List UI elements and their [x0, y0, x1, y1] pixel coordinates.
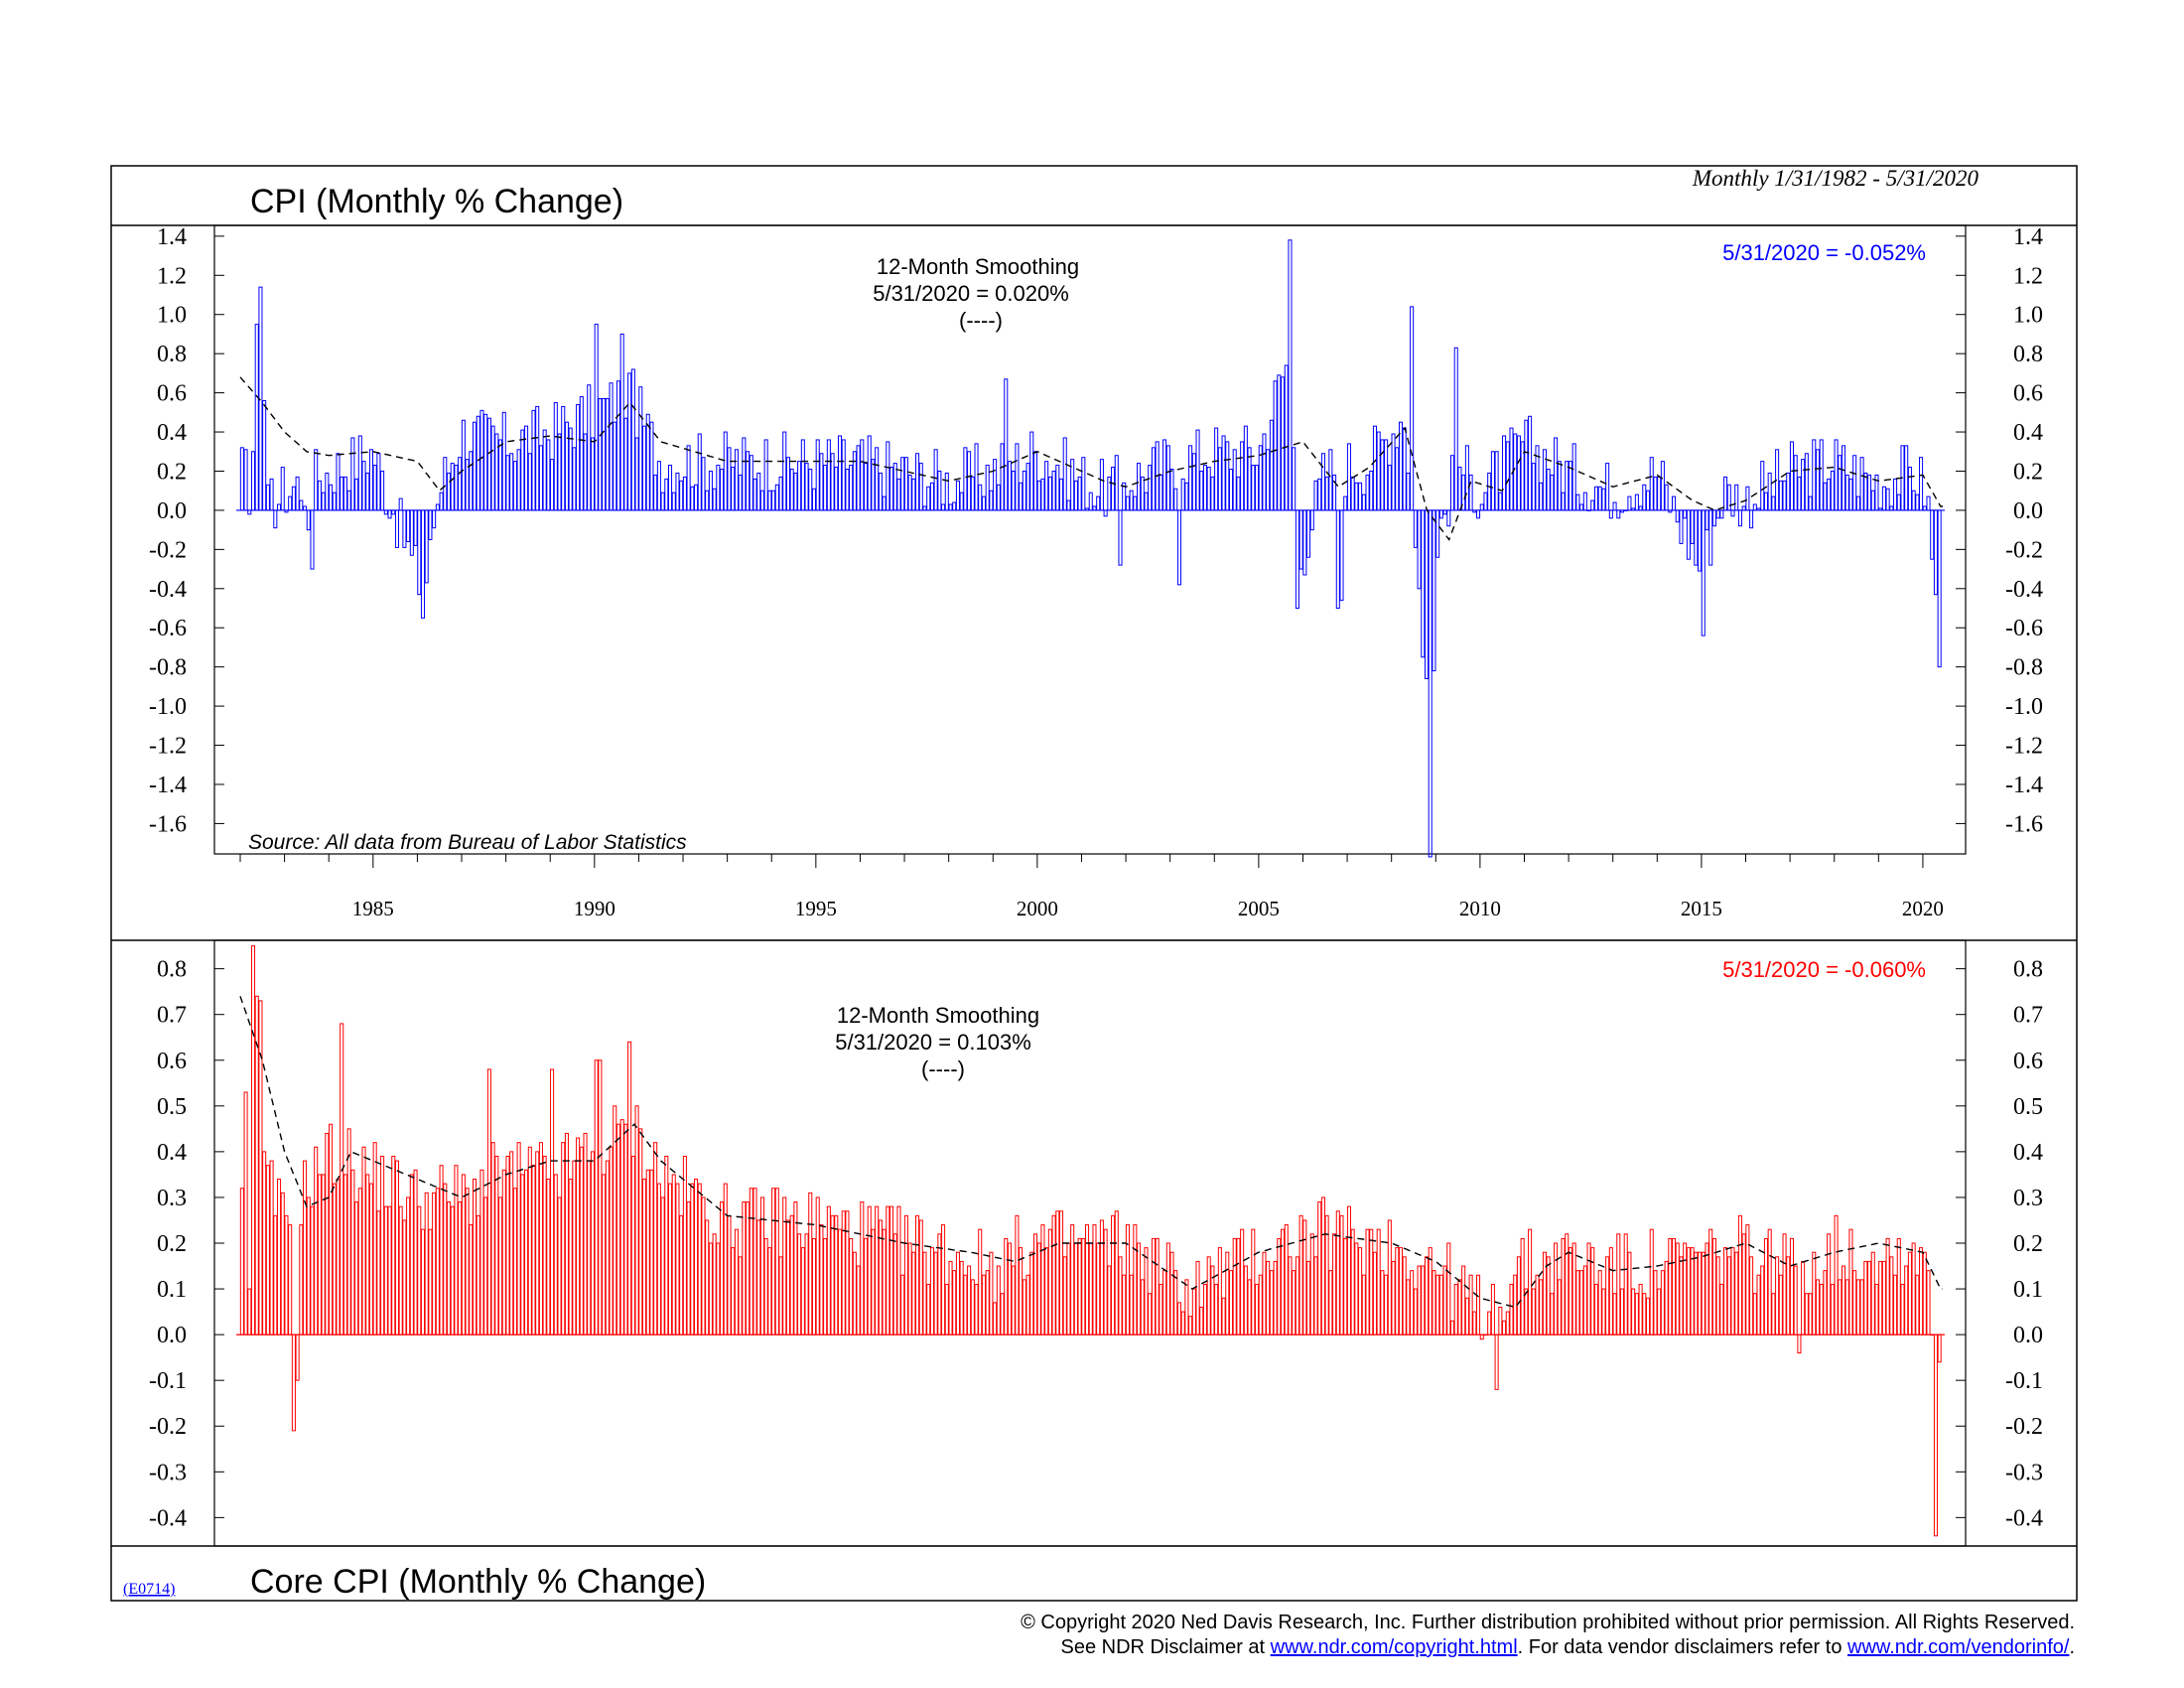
x-tick-label: 2020 — [1902, 897, 1944, 920]
source-note: Source: All data from Bureau of Labor St… — [248, 831, 687, 854]
core-bars — [236, 945, 1945, 1537]
y-tick-label-left: 0.2 — [157, 1231, 187, 1257]
y-tick-label-right: -0.3 — [2005, 1460, 2043, 1485]
y-tick-label-left: 0.0 — [157, 1323, 187, 1348]
y-tick-label-left: 0.6 — [157, 381, 187, 407]
chart-code-link[interactable]: (E0714) — [123, 1581, 175, 1598]
x-tick-label: 2010 — [1459, 897, 1501, 920]
cpi-y-axis: 1.4 1.4 1.2 1.2 1.0 1.0 0.8 0.8 0.6 0.6 0.4 0.4 0.2 0… — [149, 224, 2043, 838]
y-tick-label-left: -1.4 — [149, 773, 187, 798]
vendorinfo-link[interactable]: www.ndr.com/vendorinfo/ — [1846, 1636, 2070, 1658]
y-tick-label-right: 1.4 — [2013, 224, 2043, 250]
y-tick-label-right: -1.6 — [2005, 811, 2043, 837]
y-tick-label-right: 0.0 — [2013, 498, 2043, 524]
y-tick-label-right: 0.3 — [2013, 1186, 2043, 1211]
x-axis: 1985 1990 1995 2000 2005 2010 2015 2020 — [239, 854, 1944, 920]
y-tick-label-right: 0.8 — [2013, 342, 2043, 367]
x-tick-label: 1990 — [574, 897, 615, 920]
y-tick-label-left: -0.4 — [149, 1505, 187, 1531]
y-tick-label-left: 0.8 — [157, 957, 187, 983]
bottom-chart-title: Core CPI (Monthly % Change) — [250, 1563, 706, 1601]
y-tick-label-left: 0.4 — [157, 420, 187, 446]
y-tick-label-right: -0.6 — [2005, 616, 2043, 641]
y-tick-label-right: -0.2 — [2005, 537, 2043, 563]
y-tick-label-left: 0.8 — [157, 342, 187, 367]
core-smoothing-title: 12-Month Smoothing — [837, 1003, 1039, 1028]
cpi-smoothing-line — [239, 376, 1943, 541]
cpi-panel-frame — [213, 224, 1967, 855]
y-tick-label-right: -1.4 — [2005, 773, 2043, 798]
frequency-range: Monthly 1/31/1982 - 5/31/2020 — [1692, 166, 1979, 191]
cpi-smoothing-value: 5/31/2020 = 0.020% — [873, 281, 1069, 306]
cpi-latest-value: 5/31/2020 = -0.052% — [1722, 240, 1926, 265]
y-tick-label-right: -0.4 — [2005, 1505, 2043, 1531]
cpi-smoothing-legend: (----) — [959, 308, 1003, 333]
y-tick-label-left: 0.2 — [157, 459, 187, 485]
y-tick-label-left: -0.1 — [149, 1368, 187, 1394]
core-smoothing-line — [239, 996, 1943, 1309]
y-tick-label-right: 0.1 — [2013, 1277, 2043, 1303]
y-tick-label-left: 0.4 — [157, 1140, 187, 1166]
x-tick-label: 2005 — [1238, 897, 1280, 920]
y-tick-label-left: 0.0 — [157, 498, 187, 524]
y-tick-label-left: -0.3 — [149, 1460, 187, 1485]
core-smoothing-legend: (----) — [921, 1056, 965, 1081]
y-tick-label-left: 0.5 — [157, 1094, 187, 1120]
chart-title: CPI (Monthly % Change) — [250, 183, 623, 220]
y-tick-label-right: 0.6 — [2013, 1049, 2043, 1074]
y-tick-label-right: 0.6 — [2013, 381, 2043, 407]
copyright-notice: © Copyright 2020 Ned Davis Research, Inc… — [1021, 1612, 2075, 1633]
y-tick-label-right: -1.0 — [2005, 694, 2043, 720]
y-tick-label-left: -0.8 — [149, 655, 187, 681]
y-tick-label-right: 0.2 — [2013, 459, 2043, 485]
y-tick-label-left: 0.3 — [157, 1186, 187, 1211]
disclaimer-line: See NDR Disclaimer at www.ndr.com/copyri… — [1060, 1636, 2075, 1658]
y-tick-label-right: 0.7 — [2013, 1003, 2043, 1029]
cpi-smoothing-title: 12-Month Smoothing — [877, 254, 1079, 279]
y-tick-label-right: -0.2 — [2005, 1414, 2043, 1440]
y-tick-label-left: -0.2 — [149, 1414, 187, 1440]
core-latest-value: 5/31/2020 = -0.060% — [1722, 957, 1926, 982]
x-tick-label: 1995 — [795, 897, 837, 920]
y-tick-label-left: 1.0 — [157, 303, 187, 329]
y-tick-label-left: -0.4 — [149, 577, 187, 603]
core-y-axis: 0.8 0.8 0.7 0.7 0.6 0.6 0.5 0.5 0.4 0.4 0.3 0.3 0.2 0… — [149, 957, 2043, 1532]
y-tick-label-right: -0.4 — [2005, 577, 2043, 603]
y-tick-label-left: -1.6 — [149, 811, 187, 837]
y-tick-label-right: 0.4 — [2013, 420, 2043, 446]
y-tick-label-right: 1.0 — [2013, 303, 2043, 329]
y-tick-label-left: 1.2 — [157, 263, 187, 289]
y-tick-label-right: 0.8 — [2013, 957, 2043, 983]
disclaimer-text-3: . — [2069, 1636, 2075, 1658]
disclaimer-text-2: . For data vendor disclaimers refer to — [1518, 1636, 1847, 1658]
x-tick-label: 2000 — [1017, 897, 1058, 920]
y-tick-label-right: 1.2 — [2013, 263, 2043, 289]
y-tick-label-right: 0.4 — [2013, 1140, 2043, 1166]
y-tick-label-left: -1.2 — [149, 734, 187, 760]
y-tick-label-right: 0.0 — [2013, 1323, 2043, 1348]
x-tick-label: 2015 — [1681, 897, 1722, 920]
copyright-link[interactable]: www.ndr.com/copyright.html — [1270, 1636, 1518, 1658]
y-tick-label-right: -0.1 — [2005, 1368, 2043, 1394]
y-tick-label-left: 0.1 — [157, 1277, 187, 1303]
y-tick-label-left: -0.2 — [149, 537, 187, 563]
outer-frame — [110, 165, 2078, 1602]
y-tick-label-right: 0.2 — [2013, 1231, 2043, 1257]
core-smoothing-value: 5/31/2020 = 0.103% — [835, 1030, 1031, 1055]
x-tick-label: 1985 — [352, 897, 394, 920]
y-tick-label-right: -0.8 — [2005, 655, 2043, 681]
y-tick-label-left: -0.6 — [149, 616, 187, 641]
disclaimer-text-1: See NDR Disclaimer at — [1060, 1636, 1270, 1658]
y-tick-label-right: -1.2 — [2005, 734, 2043, 760]
y-tick-label-right: 0.5 — [2013, 1094, 2043, 1120]
cpi-bars — [236, 239, 1945, 858]
y-tick-label-left: 0.6 — [157, 1049, 187, 1074]
y-tick-label-left: -1.0 — [149, 694, 187, 720]
y-tick-label-left: 0.7 — [157, 1003, 187, 1029]
y-tick-label-left: 1.4 — [157, 224, 187, 250]
